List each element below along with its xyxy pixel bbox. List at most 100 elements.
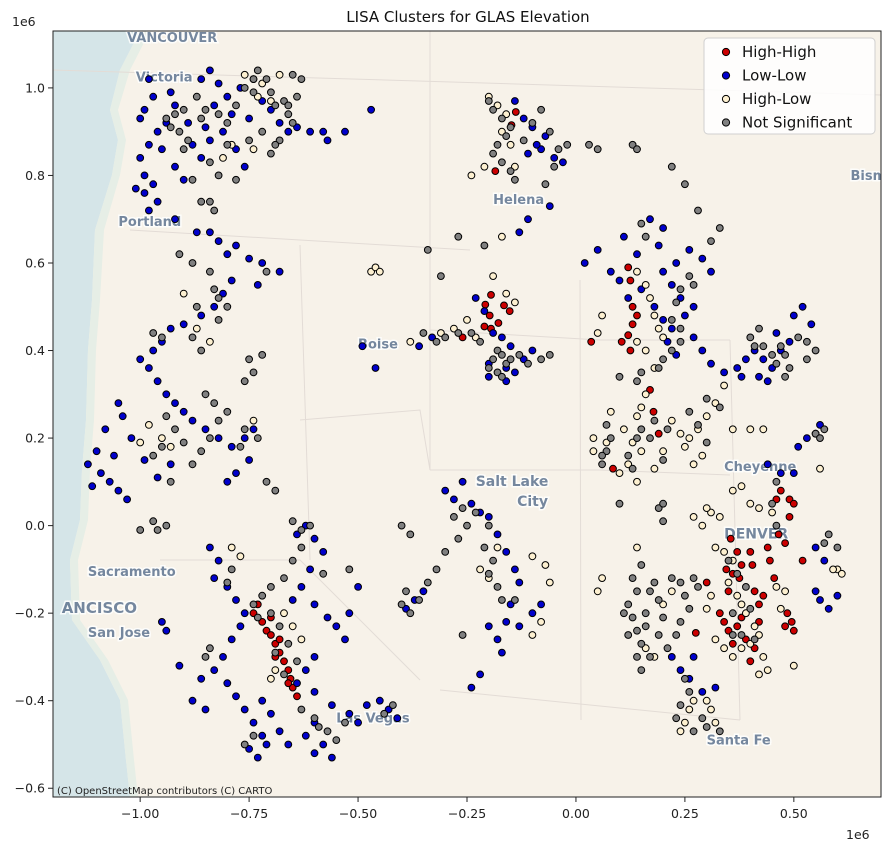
point-low-low — [210, 101, 219, 110]
point-not-significant — [214, 416, 223, 425]
point-not-significant — [258, 127, 267, 136]
point-high-low — [681, 718, 689, 727]
point-low-low — [206, 543, 214, 552]
basemap-label: City — [517, 494, 548, 510]
point-not-significant — [158, 333, 166, 342]
point-not-significant — [306, 521, 315, 530]
point-low-low — [763, 377, 772, 386]
point-low-low — [210, 302, 219, 311]
point-not-significant — [511, 175, 519, 184]
point-not-significant — [345, 565, 354, 574]
point-not-significant — [240, 740, 249, 749]
point-high-low — [698, 521, 707, 530]
point-high-low — [759, 653, 768, 661]
point-low-low — [698, 688, 707, 696]
point-low-low — [511, 368, 519, 377]
point-low-low — [171, 162, 179, 171]
point-high-low — [676, 727, 685, 736]
basemap-label: San Jose — [88, 626, 150, 641]
point-not-significant — [192, 92, 201, 101]
point-not-significant — [432, 565, 441, 574]
point-low-low — [493, 530, 502, 539]
point-not-significant — [484, 97, 493, 105]
point-not-significant — [471, 508, 480, 517]
point-low-low — [498, 648, 506, 657]
point-high-low — [755, 670, 763, 679]
point-not-significant — [585, 140, 593, 149]
point-low-low — [166, 460, 175, 469]
point-high-high — [728, 639, 737, 648]
point-low-low — [323, 613, 332, 622]
point-high-low — [689, 460, 698, 469]
point-low-low — [166, 324, 175, 333]
point-high-high — [626, 276, 635, 285]
point-low-low — [528, 346, 537, 355]
point-not-significant — [179, 438, 188, 447]
point-high-high — [737, 561, 746, 569]
point-low-low — [162, 626, 171, 635]
point-high-high — [785, 513, 794, 521]
point-low-low — [484, 622, 493, 631]
point-low-low — [345, 709, 354, 718]
point-not-significant — [149, 329, 158, 337]
point-low-low — [145, 364, 153, 372]
point-low-low — [140, 105, 149, 114]
point-low-low — [524, 215, 532, 224]
point-high-low — [659, 447, 667, 456]
point-high-low — [737, 600, 746, 609]
point-low-low — [689, 333, 698, 342]
point-high-low — [406, 337, 415, 346]
point-low-low — [489, 329, 498, 337]
point-not-significant — [227, 565, 236, 574]
point-not-significant — [528, 119, 537, 127]
point-low-low — [515, 622, 524, 631]
point-not-significant — [153, 526, 162, 534]
point-high-low — [249, 145, 258, 154]
point-high-low — [489, 272, 498, 281]
point-low-low — [114, 486, 123, 495]
point-low-low — [789, 469, 798, 478]
point-low-low — [833, 591, 842, 600]
point-not-significant — [271, 140, 280, 149]
point-not-significant — [633, 377, 641, 386]
point-not-significant — [498, 158, 506, 167]
point-high-low — [236, 552, 245, 561]
point-not-significant — [524, 359, 532, 368]
point-low-low — [149, 92, 158, 101]
point-high-low — [637, 447, 646, 456]
point-not-significant — [637, 639, 646, 648]
point-low-low — [450, 495, 458, 504]
point-low-low — [419, 587, 428, 596]
point-not-significant — [781, 351, 789, 359]
point-not-significant — [672, 631, 681, 639]
point-low-low — [659, 224, 667, 232]
point-low-low — [240, 162, 249, 171]
point-high-low — [467, 171, 476, 180]
point-low-low — [681, 311, 689, 320]
point-not-significant — [593, 145, 602, 154]
point-not-significant — [441, 333, 450, 342]
point-not-significant — [637, 666, 646, 674]
point-not-significant — [676, 578, 685, 587]
point-not-significant — [733, 569, 742, 578]
point-low-low — [676, 666, 685, 674]
point-not-significant — [402, 587, 410, 596]
point-high-low — [650, 464, 659, 473]
point-high-low — [702, 696, 711, 705]
point-low-low — [223, 477, 232, 486]
point-low-low — [515, 228, 524, 237]
point-low-low — [136, 114, 145, 123]
point-high-high — [763, 543, 772, 552]
point-high-high — [649, 407, 658, 416]
point-low-low — [171, 101, 179, 110]
point-high-low — [763, 666, 772, 674]
point-low-low — [646, 215, 654, 224]
map-attribution: (C) OpenStreetMap contributors (C) CARTO — [57, 786, 272, 797]
point-low-low — [393, 714, 402, 723]
point-low-low — [179, 320, 188, 329]
point-not-significant — [633, 434, 641, 443]
basemap-label: Boise — [358, 337, 398, 352]
point-high-low — [776, 604, 785, 613]
point-not-significant — [262, 75, 271, 83]
point-not-significant — [271, 648, 280, 657]
